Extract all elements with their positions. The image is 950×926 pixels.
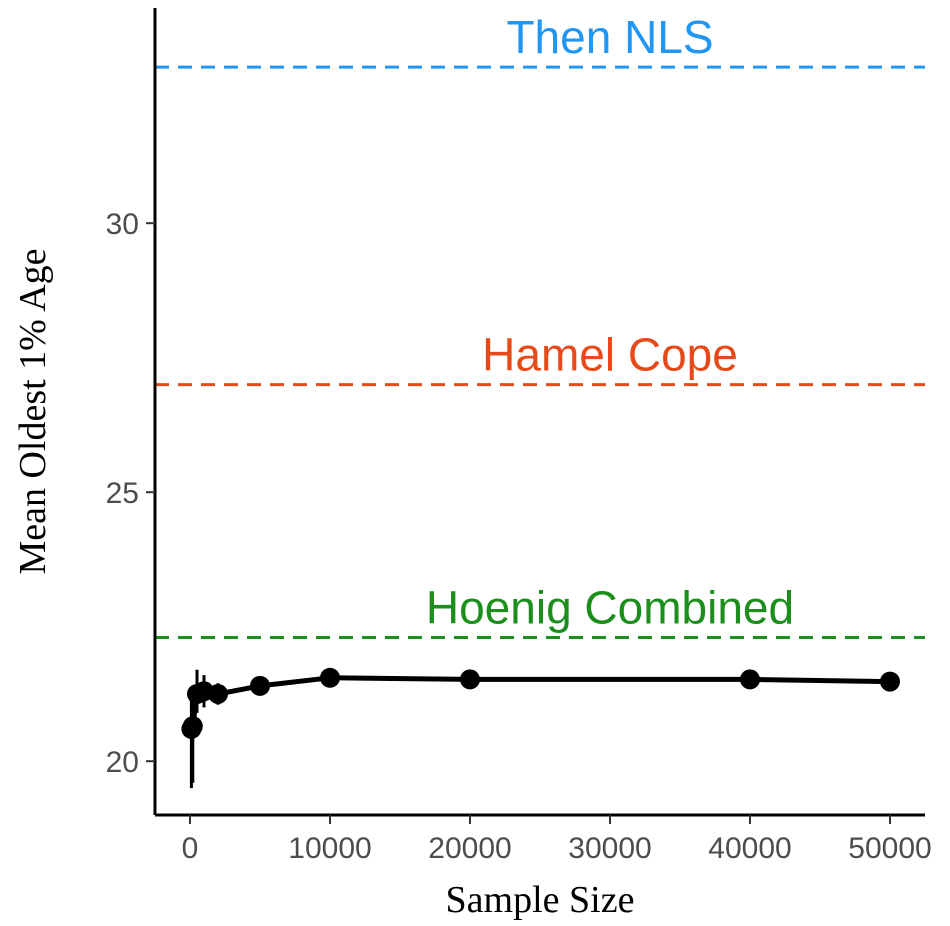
reference-lines: Then NLS Hamel Cope Hoenig Combined <box>155 11 925 639</box>
y-tick-label: 20 <box>106 746 139 779</box>
data-point <box>460 669 480 690</box>
data-point <box>880 671 900 692</box>
x-axis-title: Sample Size <box>446 879 635 921</box>
x-tick-label: 50000 <box>848 832 931 865</box>
x-tick-label: 40000 <box>708 832 791 865</box>
x-tick-label: 20000 <box>428 832 511 865</box>
x-axis: 0 10000 20000 30000 40000 50000 <box>155 813 932 865</box>
y-tick-label: 30 <box>106 208 139 241</box>
series-line <box>189 675 891 731</box>
data-series <box>181 667 900 789</box>
reference-line-label: Hoenig Combined <box>426 581 794 633</box>
y-axis-title: Mean Oldest 1% Age <box>12 248 54 574</box>
x-tick-label: 30000 <box>568 832 651 865</box>
reference-line-label: Hamel Cope <box>482 329 738 381</box>
reference-line-label: Then NLS <box>506 11 713 63</box>
data-point <box>208 683 228 704</box>
data-point <box>740 669 760 690</box>
data-point <box>250 675 270 696</box>
x-tick-label: 10000 <box>288 832 371 865</box>
data-point <box>182 716 203 737</box>
data-point <box>320 667 340 688</box>
y-tick-label: 25 <box>106 477 139 510</box>
y-axis: 20 25 30 <box>106 8 157 815</box>
x-tick-label: 0 <box>182 832 199 865</box>
